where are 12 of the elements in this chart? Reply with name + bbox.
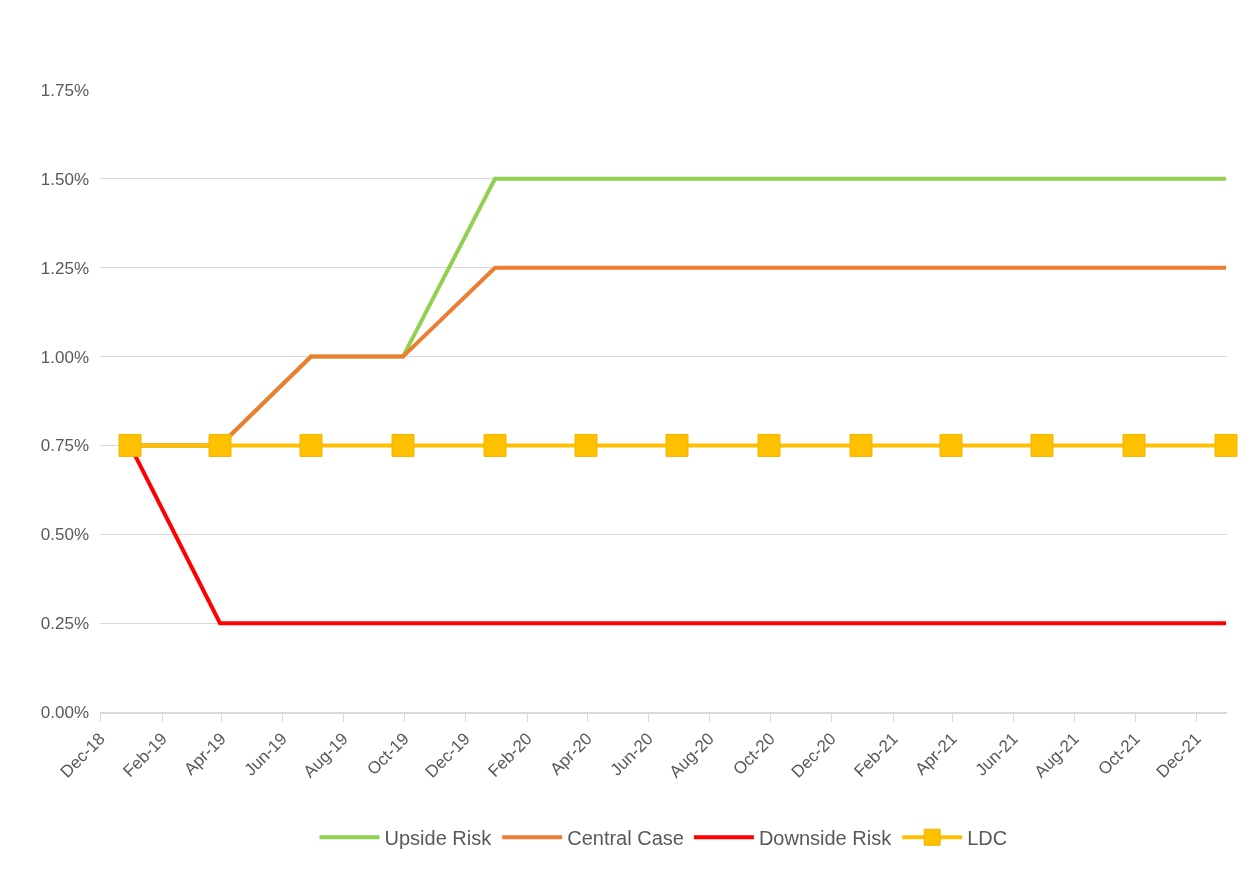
y-tick-label: 0.00% (40, 702, 89, 722)
legend-label: LDC (967, 827, 1008, 850)
y-tick-label: 1.50% (40, 169, 89, 189)
y-tick-label: 0.75% (40, 436, 89, 456)
y-tick-label: 0.25% (40, 614, 89, 634)
y-tick-label: 0.50% (40, 525, 89, 545)
y-tick-label: 1.75% (40, 80, 89, 100)
y-tick-label: 1.25% (40, 258, 89, 278)
legend-label: Upside Risk (384, 827, 493, 850)
y-tick-label: 1.00% (40, 347, 89, 367)
legend-label: Downside Risk (758, 827, 893, 850)
legend-label: Central Case (567, 827, 684, 850)
